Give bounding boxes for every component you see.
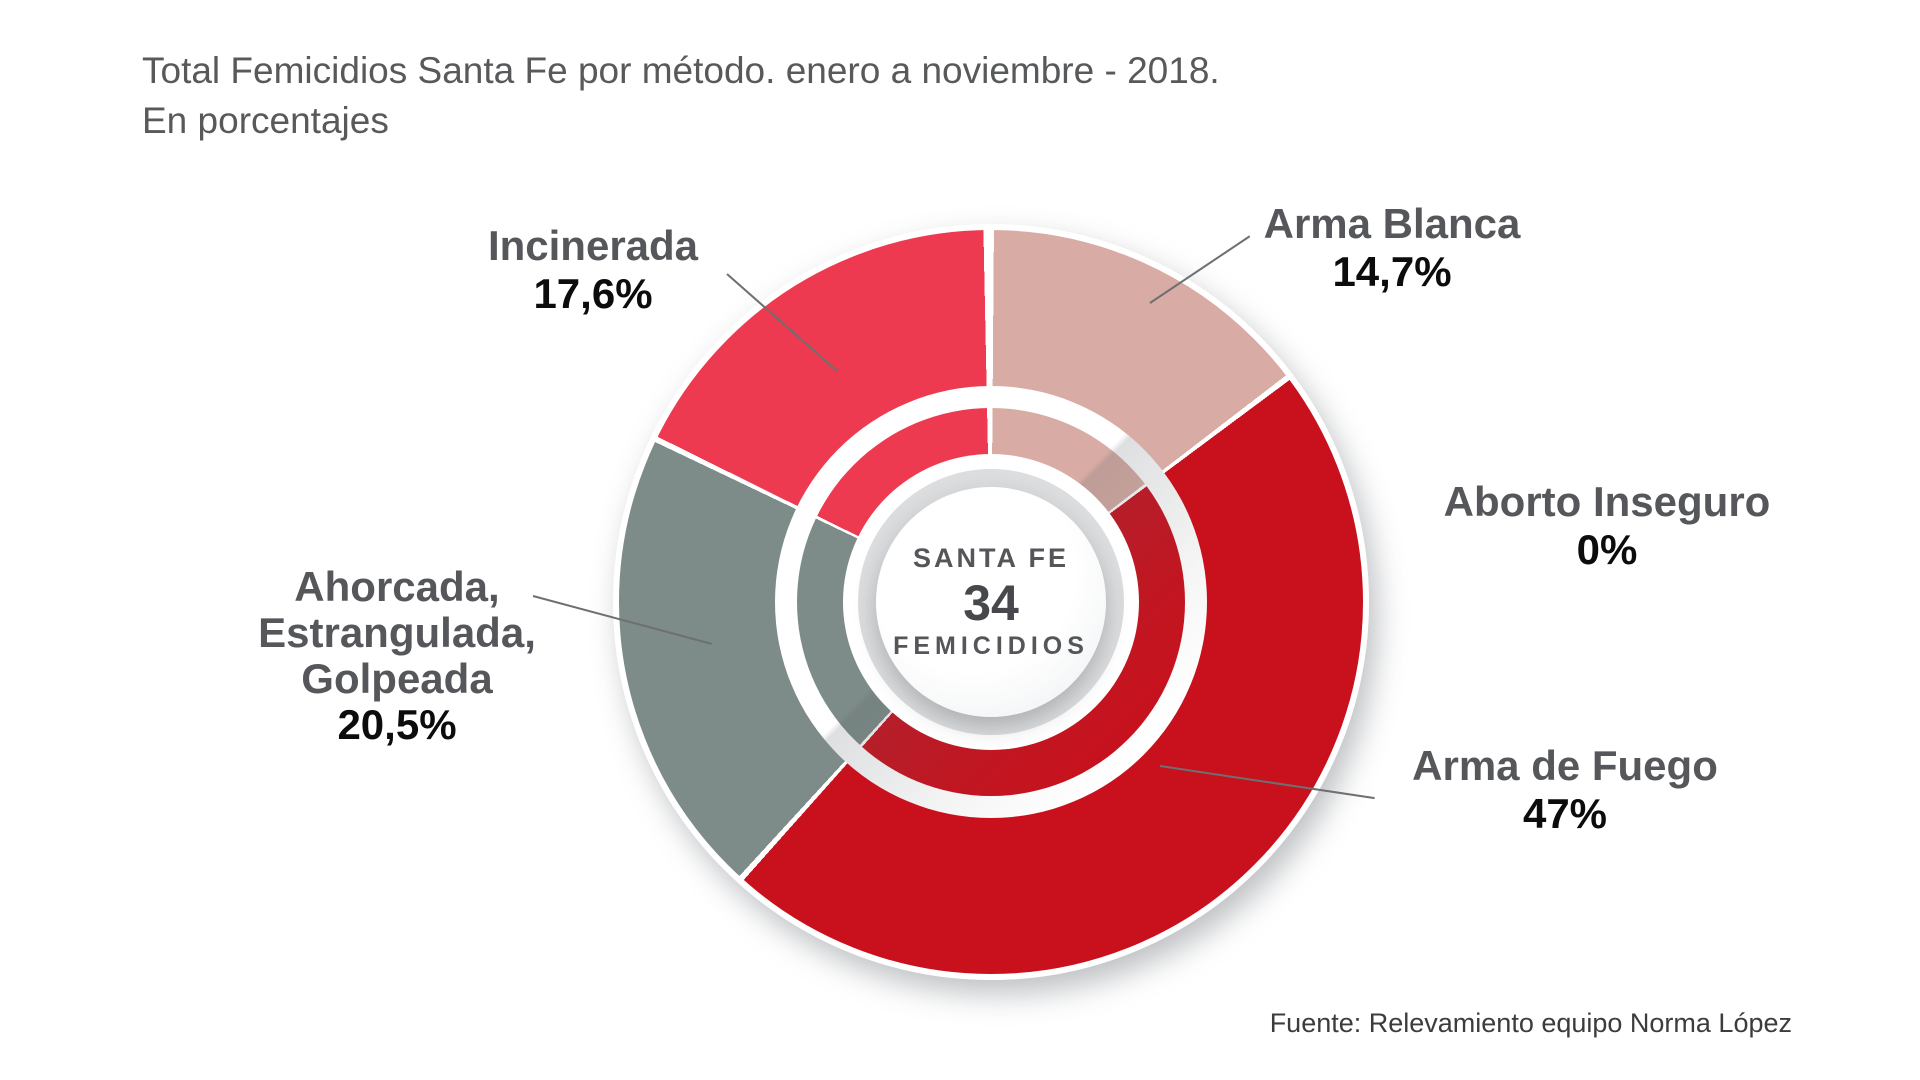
chart-title: Total Femicidios Santa Fe por método. en… xyxy=(142,46,1220,146)
center-plate: SANTA FE 34 FEMICIDIOS xyxy=(876,487,1106,717)
label-arma-de-fuego-name: Arma de Fuego xyxy=(1412,742,1718,789)
center-unit-label: FEMICIDIOS xyxy=(893,632,1089,660)
label-arma-blanca-value: 14,7% xyxy=(1332,248,1452,295)
label-arma-de-fuego: Arma de Fuego 47% xyxy=(1412,742,1718,838)
label-aborto-inseguro-name: Aborto Inseguro xyxy=(1443,478,1771,525)
label-ahorcada-value: 20,5% xyxy=(337,701,457,748)
donut-inner-rings: SANTA FE 34 FEMICIDIOS xyxy=(775,386,1207,818)
label-ahorcada-name-line3: Golpeada xyxy=(301,655,493,702)
label-ahorcada-name-line1: Ahorcada, xyxy=(294,563,500,610)
label-ahorcada: Ahorcada, Estrangulada, Golpeada 20,5% xyxy=(258,564,536,748)
label-arma-blanca: Arma Blanca 14,7% xyxy=(1264,200,1521,296)
label-incinerada-value: 17,6% xyxy=(533,270,653,317)
chart-title-line1: Total Femicidios Santa Fe por método. en… xyxy=(142,50,1220,91)
label-incinerada-name: Incinerada xyxy=(487,222,699,269)
label-arma-blanca-name: Arma Blanca xyxy=(1263,200,1521,247)
center-total-count: 34 xyxy=(963,575,1019,631)
center-region-label: SANTA FE xyxy=(913,543,1069,573)
label-arma-de-fuego-value: 47% xyxy=(1522,790,1608,837)
source-attribution: Fuente: Relevamiento equipo Norma López xyxy=(1269,1008,1792,1038)
label-incinerada: Incinerada 17,6% xyxy=(488,222,698,318)
label-ahorcada-name-line2: Estrangulada, xyxy=(258,609,536,656)
label-aborto-inseguro-value: 0% xyxy=(1576,526,1638,573)
label-aborto-inseguro: Aborto Inseguro 0% xyxy=(1444,478,1771,574)
chart-title-line2: En porcentajes xyxy=(142,100,389,141)
